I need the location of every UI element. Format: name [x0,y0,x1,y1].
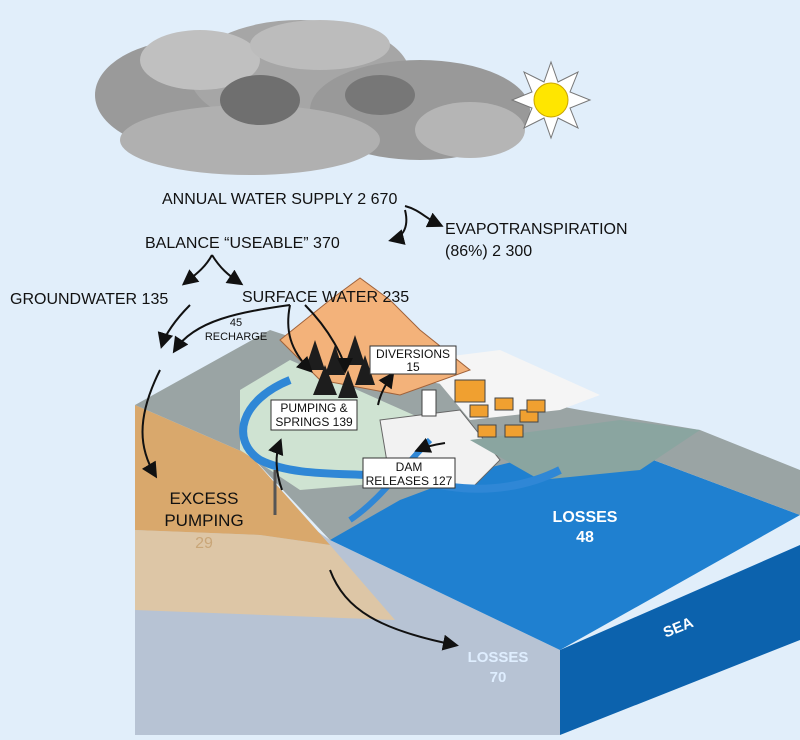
excess-pumping-value: 29 [195,535,213,552]
excess-pumping: EXCESS [170,489,239,508]
cloud [95,20,530,175]
dam-value: RELEASES 127 [366,474,453,488]
dam: DAM [396,460,423,474]
ground-losses: LOSSES [468,649,529,666]
evapotranspiration: EVAPOTRANSPIRATION [445,221,628,238]
diversions-box [369,345,457,375]
surface-water: SURFACE WATER 235 [242,289,409,306]
diversions: DIVERSIONS [376,347,450,361]
recharge: RECHARGE [205,331,267,343]
landscape-block [135,277,800,735]
annual-supply: ANNUAL WATER SUPPLY 2 670 [162,191,397,208]
excess-pumping-2: PUMPING [164,511,243,530]
evapotranspiration-value: (86%) 2 300 [445,243,532,260]
recharge-value: 45 [230,317,242,329]
dam-box [362,457,456,489]
sea-losses-value: 48 [576,529,594,546]
pumping: PUMPING & [280,401,347,415]
balance: BALANCE “USEABLE” 370 [145,235,340,252]
sea-losses: LOSSES [553,509,618,526]
diversions-value: 15 [406,360,420,374]
flow-arrows [141,205,459,651]
pumping-value: SPRINGS 139 [275,415,353,429]
groundwater: GROUNDWATER 135 [10,291,168,308]
ground-losses-value: 70 [490,669,507,686]
pumping-box [270,399,358,431]
sun [510,60,592,140]
